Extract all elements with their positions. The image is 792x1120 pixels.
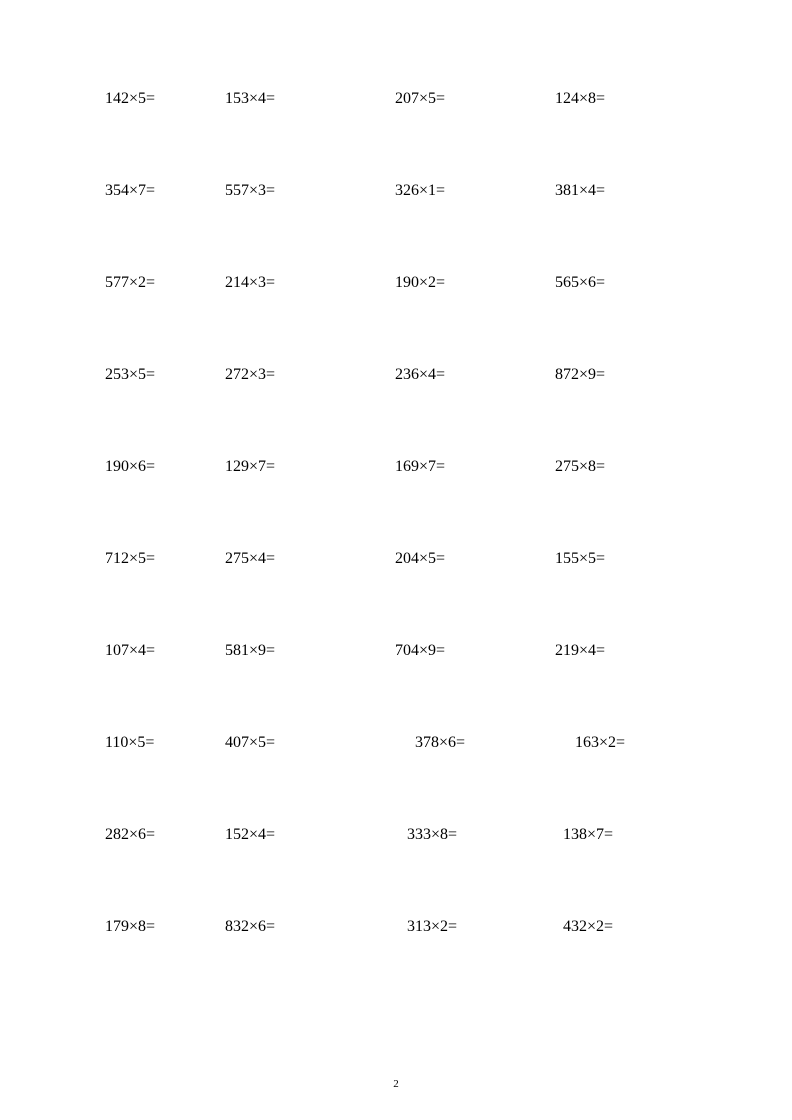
problem-cell: 107×4= (105, 642, 225, 660)
problem-cell: 407×5= (225, 734, 395, 752)
problem-row: 142×5=153×4=207×5=124×8= (105, 90, 687, 108)
problem-row: 179×8=832×6=313×2=432×2= (105, 918, 687, 936)
problem-cell: 313×2= (395, 918, 555, 936)
problem-cell: 272×3= (225, 366, 395, 384)
problem-cell: 326×1= (395, 182, 555, 200)
problem-row: 282×6=152×4=333×8=138×7= (105, 826, 687, 844)
problem-cell: 704×9= (395, 642, 555, 660)
problem-cell: 214×3= (225, 274, 395, 292)
problem-cell: 236×4= (395, 366, 555, 384)
problem-cell: 142×5= (105, 90, 225, 108)
problem-cell: 207×5= (395, 90, 555, 108)
worksheet-content: 142×5=153×4=207×5=124×8= 354×7=557×3=326×… (0, 0, 792, 936)
problem-cell: 253×5= (105, 366, 225, 384)
problem-cell: 155×5= (555, 550, 675, 568)
problem-row: 190×6=129×7=169×7=275×8= (105, 458, 687, 476)
problem-cell: 190×6= (105, 458, 225, 476)
problem-cell: 378×6= (395, 734, 555, 752)
problem-cell: 872×9= (555, 366, 675, 384)
problem-cell: 124×8= (555, 90, 675, 108)
problem-row: 577×2=214×3=190×2=565×6= (105, 274, 687, 292)
problem-cell: 354×7= (105, 182, 225, 200)
problem-cell: 712×5= (105, 550, 225, 568)
problem-cell: 152×4= (225, 826, 395, 844)
problem-cell: 282×6= (105, 826, 225, 844)
problem-cell: 275×4= (225, 550, 395, 568)
problem-cell: 190×2= (395, 274, 555, 292)
problem-cell: 110×5= (105, 734, 225, 752)
problem-cell: 129×7= (225, 458, 395, 476)
problem-cell: 219×4= (555, 642, 675, 660)
problem-cell: 153×4= (225, 90, 395, 108)
problem-row: 107×4=581×9=704×9=219×4= (105, 642, 687, 660)
problem-cell: 381×4= (555, 182, 675, 200)
problem-cell: 204×5= (395, 550, 555, 568)
problem-cell: 169×7= (395, 458, 555, 476)
problem-row: 712×5=275×4=204×5=155×5= (105, 550, 687, 568)
problem-row: 253×5=272×3=236×4=872×9= (105, 366, 687, 384)
problem-cell: 581×9= (225, 642, 395, 660)
problem-cell: 565×6= (555, 274, 675, 292)
problem-cell: 557×3= (225, 182, 395, 200)
problem-cell: 179×8= (105, 918, 225, 936)
problem-row: 110×5=407×5=378×6=163×2= (105, 734, 687, 752)
problem-cell: 832×6= (225, 918, 395, 936)
problem-cell: 163×2= (555, 734, 675, 752)
problem-cell: 138×7= (555, 826, 675, 844)
problem-cell: 275×8= (555, 458, 675, 476)
problem-cell: 577×2= (105, 274, 225, 292)
problem-cell: 432×2= (555, 918, 675, 936)
page-number: 2 (0, 1078, 792, 1090)
problem-row: 354×7=557×3=326×1=381×4= (105, 182, 687, 200)
problem-cell: 333×8= (395, 826, 555, 844)
